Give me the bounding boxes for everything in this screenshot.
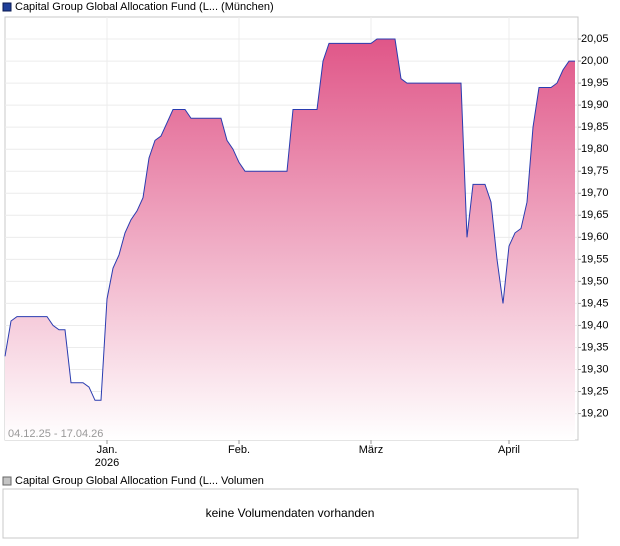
x-year-label: 2026 (95, 457, 119, 469)
x-tick-label: März (359, 444, 383, 456)
y-tick-label: 19,55 (581, 253, 609, 265)
y-tick-label: 20,00 (581, 55, 609, 67)
y-tick-label: 19,20 (581, 407, 609, 419)
y-tick-label: 19,30 (581, 363, 609, 375)
volume-panel (2, 488, 579, 539)
y-tick-label: 19,35 (581, 341, 609, 353)
y-tick-label: 19,80 (581, 143, 609, 155)
volume-legend-label: Capital Group Global Allocation Fund (L.… (15, 475, 264, 487)
y-tick-label: 19,95 (581, 77, 609, 89)
volume-message: keine Volumendaten vorhanden (206, 506, 375, 520)
y-tick-label: 19,40 (581, 319, 609, 331)
y-tick-label: 19,75 (581, 165, 609, 177)
y-tick-label: 19,70 (581, 187, 609, 199)
x-tick-label: April (498, 444, 520, 456)
area (5, 39, 575, 440)
legend-swatch (2, 2, 12, 12)
legend-label: Capital Group Global Allocation Fund (L.… (15, 1, 274, 13)
y-tick-label: 19,50 (581, 275, 609, 287)
x-tick-label: Feb. (228, 444, 250, 456)
x-tick-label: Jan. (97, 444, 118, 456)
volume-legend-swatch (2, 476, 12, 486)
y-tick-label: 19,90 (581, 99, 609, 111)
y-tick-label: 19,85 (581, 121, 609, 133)
date-range: 04.12.25 - 17.04.26 (8, 428, 103, 440)
y-tick-label: 19,60 (581, 231, 609, 243)
y-tick-label: 20,05 (581, 33, 609, 45)
line (4, 38, 575, 401)
y-tick-label: 19,65 (581, 209, 609, 221)
y-tick-label: 19,45 (581, 297, 609, 309)
y-tick-label: 19,25 (581, 385, 609, 397)
